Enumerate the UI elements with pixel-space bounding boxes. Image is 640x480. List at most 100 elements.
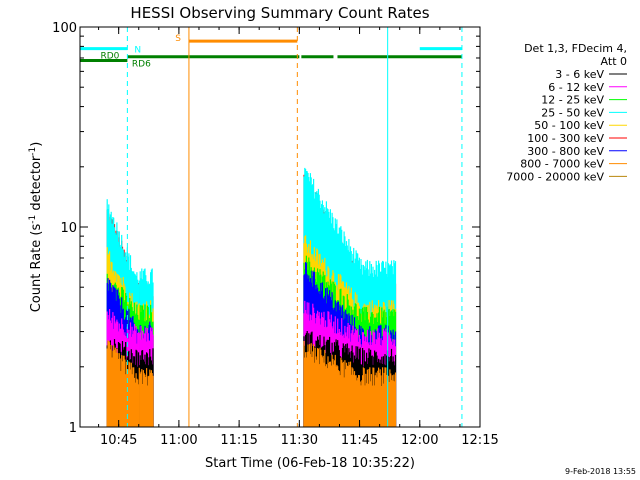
band-segment (362, 367, 364, 427)
band-segment (108, 341, 110, 427)
band-segment (358, 375, 360, 427)
band-segment (148, 375, 150, 427)
band-segment (128, 361, 130, 427)
band-segment (115, 352, 117, 427)
band-segment (331, 354, 333, 427)
band-segment (313, 362, 315, 427)
band-segment (344, 360, 346, 427)
band-segment (324, 349, 326, 427)
band-segment (305, 352, 307, 427)
band-segment (332, 358, 334, 427)
legend-entry-label: 25 - 50 keV (541, 106, 604, 119)
flag-label: S (175, 34, 181, 44)
band-segment (120, 371, 122, 427)
band-segment (359, 381, 361, 427)
band-segment (147, 376, 149, 427)
band-segment (134, 382, 136, 427)
band-segment (325, 364, 327, 427)
band-segment (127, 369, 129, 427)
band-segment (121, 361, 124, 427)
band-segment (316, 359, 318, 427)
band-segment (317, 348, 319, 427)
band-segment (109, 342, 111, 427)
band-segment (390, 373, 392, 427)
band-segment (131, 374, 133, 427)
band-segment (394, 372, 397, 427)
band-segment (124, 359, 126, 427)
band-segment (387, 375, 389, 427)
band-segment (309, 354, 311, 427)
band-segment (333, 364, 335, 427)
band-segment (142, 384, 144, 427)
band-segment (107, 340, 109, 427)
band-segment (381, 386, 383, 427)
y-tick-label: 10 (60, 221, 77, 236)
band-segment (125, 374, 127, 427)
x-tick-label: 11:30 (281, 433, 318, 448)
legend-entry-label: 50 - 100 keV (534, 119, 604, 132)
band-segment (125, 361, 128, 427)
band-segment (150, 370, 152, 427)
band-segment (137, 384, 140, 427)
band-segment (321, 355, 323, 427)
band-segment (341, 363, 344, 427)
band-segment (374, 385, 376, 427)
band-segment (318, 364, 320, 427)
band-segment (360, 385, 362, 427)
y-axis-label-part: detector (29, 155, 44, 215)
band-segment (385, 367, 387, 427)
x-tick-label: 11:45 (341, 433, 378, 448)
band-segment (366, 369, 368, 427)
band-segment (364, 385, 366, 427)
band-segment (133, 367, 135, 427)
band-segment (141, 369, 143, 427)
y-axis-label-part: ) (29, 142, 44, 147)
band-segment (370, 374, 372, 427)
band-segment (378, 372, 380, 427)
band-segment (311, 357, 313, 427)
band-segment (389, 369, 391, 427)
flags-layer: N S RD0 RD6 (80, 34, 462, 70)
band-segment (144, 374, 146, 427)
legend-entry-label: 100 - 300 keV (527, 132, 604, 145)
band-segment (390, 380, 393, 427)
plot-area (106, 167, 397, 427)
x-tick-label: 12:00 (401, 433, 438, 448)
band-segment (142, 370, 144, 427)
band-segment (378, 367, 380, 427)
band-segment (111, 357, 113, 427)
band-segment (136, 378, 138, 427)
band-segment (366, 383, 368, 427)
band-segment (320, 349, 322, 427)
band-segment (334, 354, 336, 427)
band-segment (346, 365, 348, 427)
band-segment (329, 361, 331, 427)
band-segment (329, 361, 331, 427)
x-axis-label: Start Time (06-Feb-18 10:35:22) (205, 456, 415, 471)
band-segment (117, 353, 119, 427)
legend-header: Det 1,3, FDecim 4, (524, 42, 627, 55)
legend-entry-label: 800 - 7000 keV (520, 158, 604, 171)
band-segment (386, 374, 388, 427)
flag-label: RD0 (100, 51, 119, 61)
band-segment (116, 348, 118, 427)
legend-entry-label: 12 - 25 keV (541, 94, 604, 107)
band-segment (322, 355, 324, 427)
band-segment (339, 375, 341, 427)
y-axis-label-sup: -1 (28, 147, 38, 156)
markers-layer (79, 27, 463, 427)
band-segment (377, 370, 379, 427)
band-segment (333, 360, 336, 427)
band-segment (373, 367, 375, 427)
legend-entry-label: 3 - 6 keV (555, 68, 604, 81)
band-segment (392, 380, 394, 427)
band-segment (106, 348, 108, 427)
band-segment (352, 368, 354, 427)
x-tick-label: 12:15 (461, 433, 498, 448)
band-segment (303, 341, 305, 427)
band-segment (382, 383, 384, 427)
band-segment (393, 374, 395, 427)
band-segment (394, 381, 396, 427)
band-segment (370, 381, 372, 427)
flag-label: N (134, 46, 141, 56)
